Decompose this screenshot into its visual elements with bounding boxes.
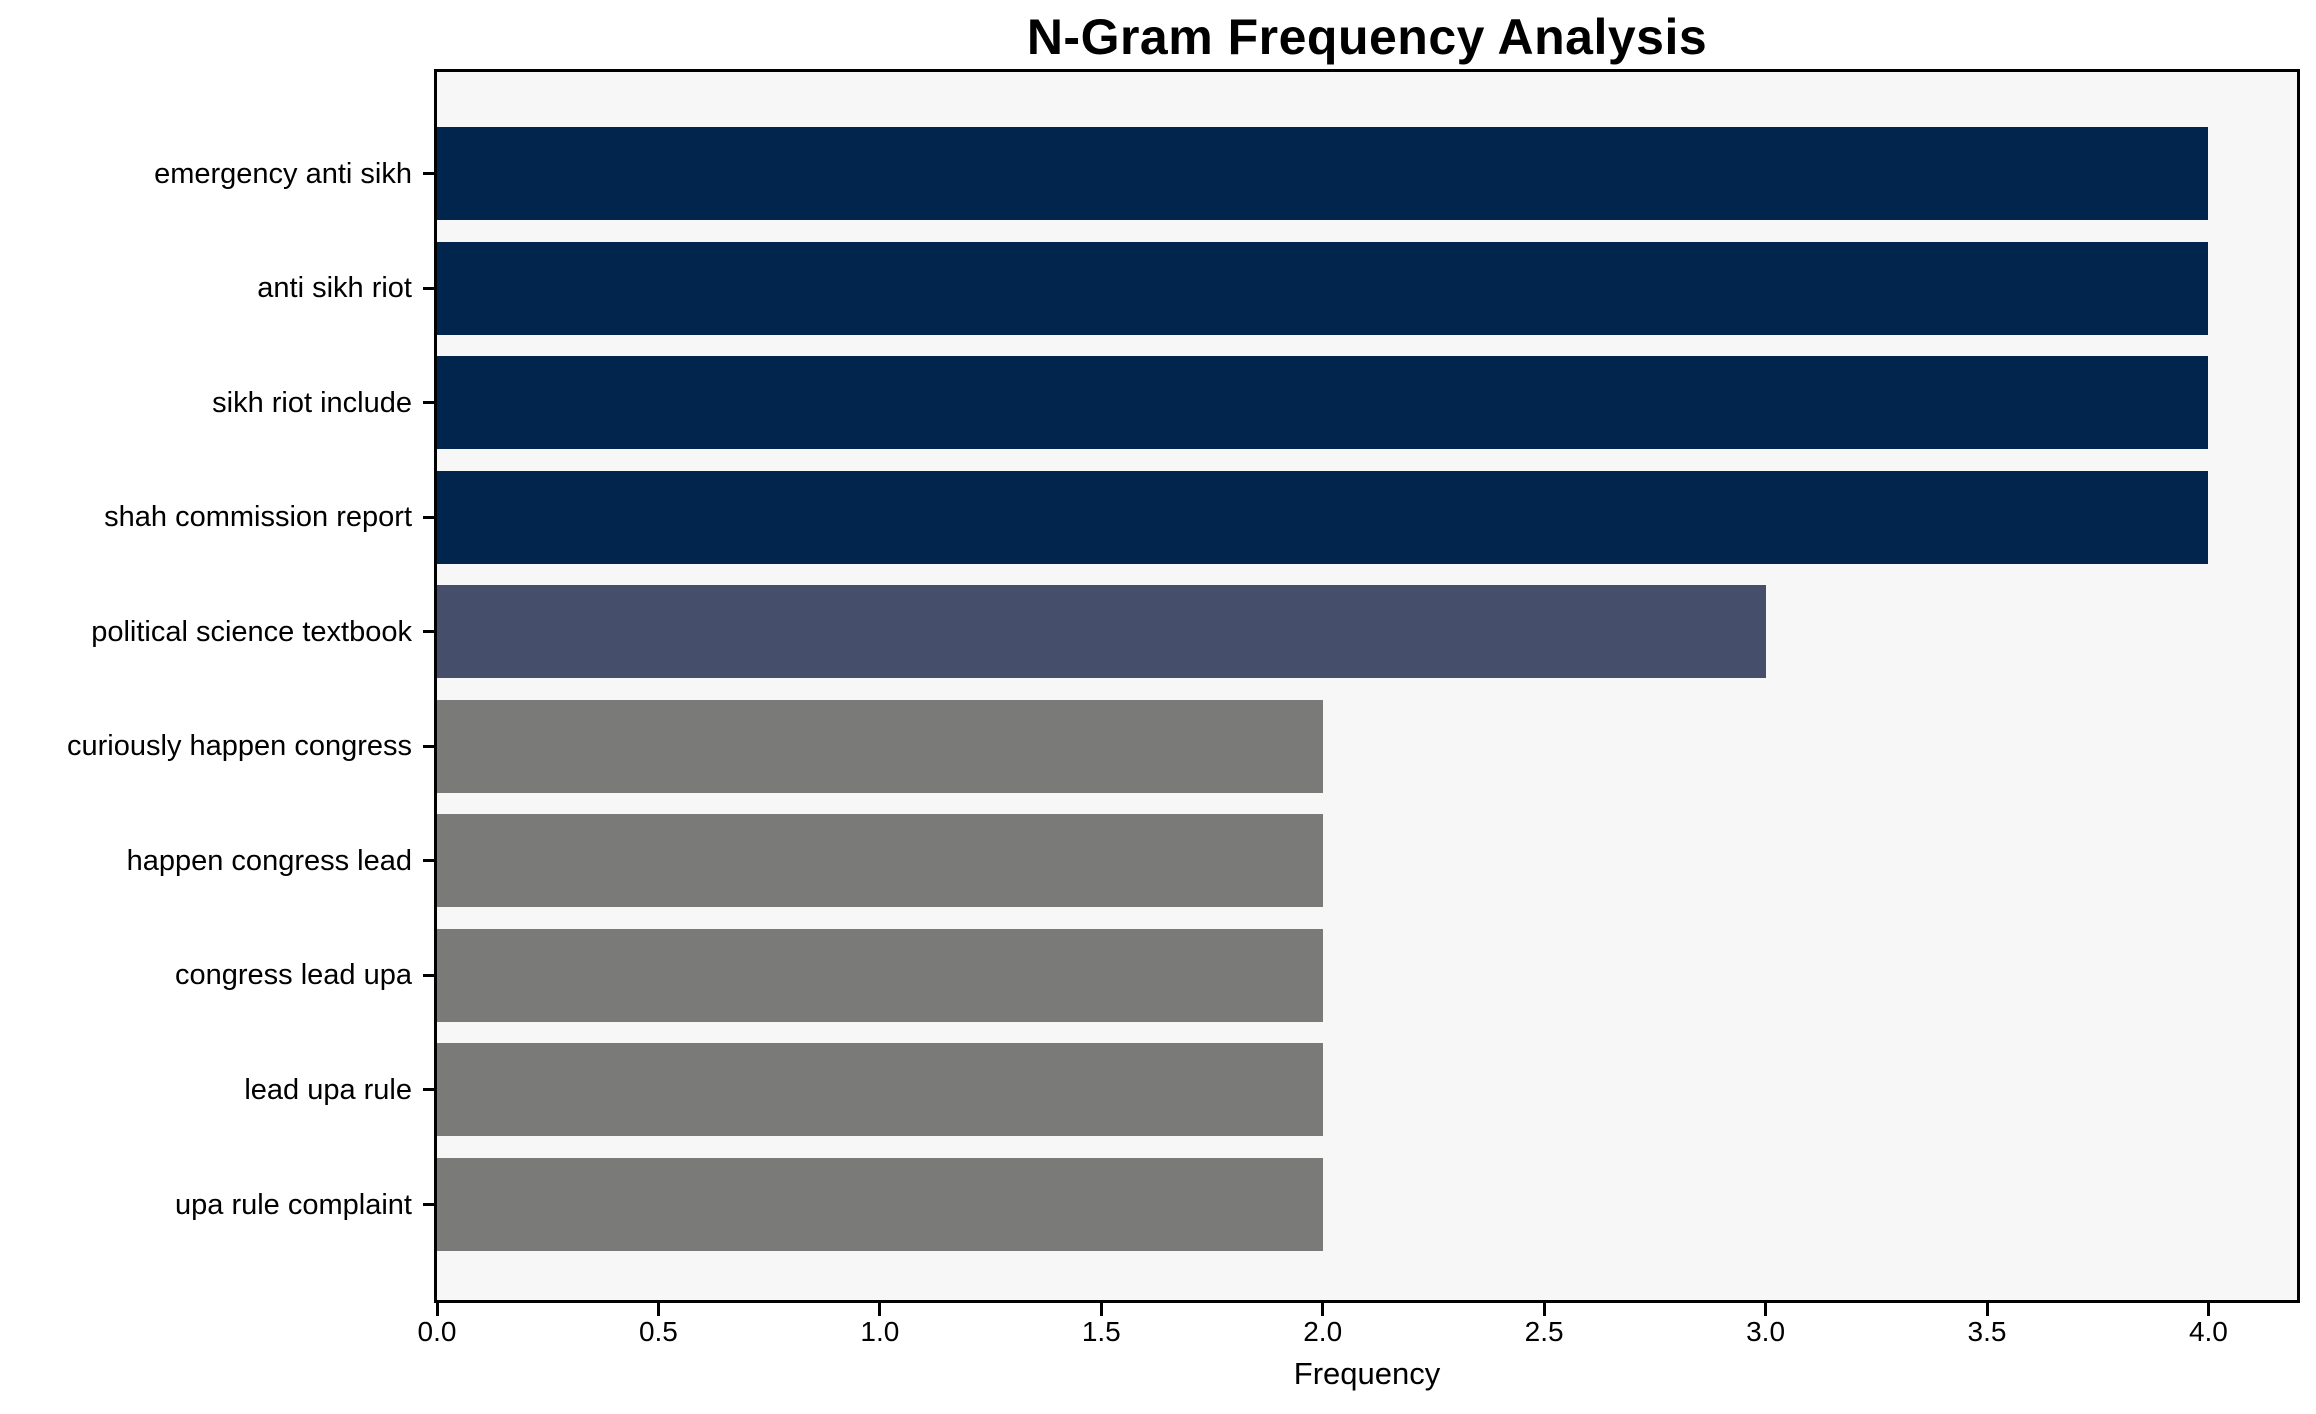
y-tick-label: political science textbook — [91, 615, 412, 648]
x-tick-mark — [435, 1303, 439, 1316]
x-tick-label: 2.0 — [1303, 1316, 1343, 1347]
y-tick-mark — [423, 401, 437, 405]
bar-1 — [437, 127, 2209, 220]
bar-9 — [437, 1043, 1323, 1137]
x-tick-label: 3.5 — [1967, 1316, 2007, 1347]
bar-5 — [437, 585, 1766, 679]
x-tick-label: 1.0 — [860, 1316, 900, 1347]
x-tick-mark — [1542, 1303, 1546, 1316]
x-tick-mark — [2206, 1303, 2210, 1316]
x-tick-mark — [1321, 1303, 1325, 1316]
y-tick-label: anti sikh riot — [257, 272, 412, 305]
y-tick-mark — [423, 630, 437, 634]
y-tick-label: happen congress lead — [126, 844, 412, 877]
x-tick-label: 0.0 — [417, 1316, 457, 1347]
x-tick-label: 2.5 — [1524, 1316, 1564, 1347]
y-tick-label: lead upa rule — [244, 1073, 412, 1106]
x-tick-label: 4.0 — [2188, 1316, 2228, 1347]
chart-title: N-Gram Frequency Analysis — [1026, 9, 1708, 65]
y-tick-label: congress lead upa — [175, 959, 412, 992]
y-tick-mark — [423, 1203, 437, 1207]
bar-2 — [437, 241, 2209, 335]
x-tick-mark — [878, 1303, 882, 1316]
y-tick-mark — [423, 286, 437, 290]
y-tick-mark — [423, 973, 437, 977]
y-tick-label: curiously happen congress — [67, 730, 412, 763]
bar-8 — [437, 928, 1323, 1022]
x-axis-title: Frequency — [1293, 1356, 1441, 1391]
y-tick-label: upa rule complaint — [175, 1188, 412, 1221]
y-tick-label: emergency anti sikh — [154, 157, 412, 190]
y-tick-mark — [423, 859, 437, 863]
x-tick-label: 3.0 — [1746, 1316, 1786, 1347]
x-tick-mark — [1099, 1303, 1103, 1316]
y-tick-mark — [423, 1088, 437, 1092]
bar-7 — [437, 814, 1323, 908]
bar-6 — [437, 699, 1323, 793]
x-tick-label: 0.5 — [638, 1316, 678, 1347]
y-tick-mark — [423, 515, 437, 519]
bar-4 — [437, 470, 2209, 564]
y-tick-mark — [423, 172, 437, 175]
y-tick-mark — [423, 744, 437, 748]
y-tick-label: sikh riot include — [212, 386, 412, 419]
x-tick-mark — [1985, 1303, 1989, 1316]
x-tick-label: 1.5 — [1081, 1316, 1121, 1347]
bar-3 — [437, 356, 2209, 450]
x-tick-mark — [656, 1303, 660, 1316]
y-tick-label: shah commission report — [104, 501, 412, 534]
plot-area — [434, 69, 2300, 1303]
bar-10 — [437, 1158, 1323, 1252]
x-tick-mark — [1764, 1303, 1768, 1316]
